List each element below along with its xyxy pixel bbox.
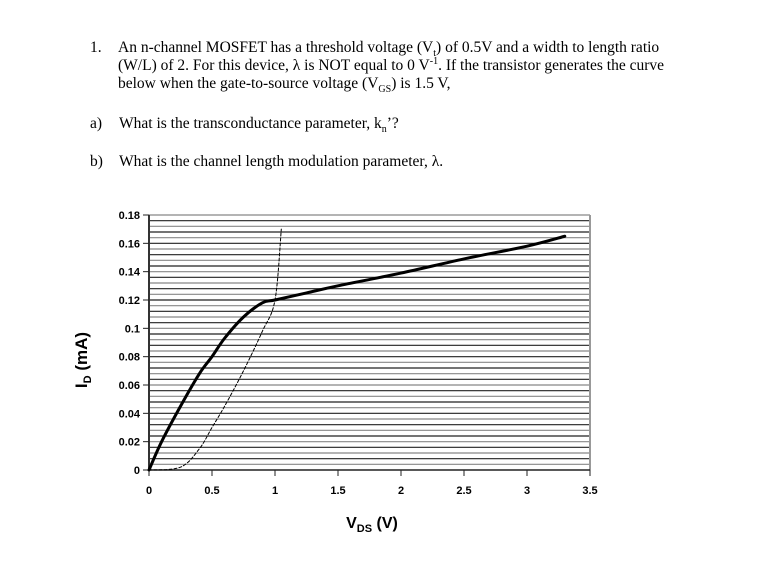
x-tick-label: 3.5	[582, 485, 597, 497]
axes	[143, 214, 591, 476]
x-tick-label: 0.5	[204, 485, 219, 497]
y-axis-label: ID (mA)	[72, 332, 94, 388]
x-tick-label: 2.5	[456, 485, 471, 497]
gridlines	[149, 214, 590, 465]
y-tick-label: 0.02	[119, 437, 140, 449]
question-line-2: (W/L) of 2. For this device, λ is NOT eq…	[118, 55, 665, 74]
x-tick-label: 1.5	[330, 485, 345, 497]
y-tick-label: 0.16	[119, 238, 140, 250]
question-line-1: An n-channel MOSFET has a threshold volt…	[118, 39, 660, 60]
y-tick-label: 0.06	[119, 380, 140, 392]
y-tick-label: 0.12	[119, 295, 140, 307]
x-tick-label: 1	[272, 485, 278, 497]
saturation-boundary-curve	[148, 228, 282, 471]
id-vds-curve	[147, 234, 567, 472]
x-tick-label: 3	[524, 485, 530, 497]
y-tick-label: 0.04	[119, 408, 141, 420]
x-tick-label: 2	[398, 485, 404, 497]
y-tick-label: 0.08	[119, 352, 140, 364]
tick-labels: 0 0.02 0.04 0.06 0.08 0.1 0.12 0.14 0.16 0.18 0 0.5…	[119, 210, 598, 497]
x-axis-label: VDS (V)	[346, 515, 398, 535]
y-tick-label: 0.1	[125, 323, 140, 335]
y-tick-label: 0.18	[119, 210, 140, 222]
question-text: An n-channel MOSFET has a threshold volt…	[118, 39, 718, 96]
question-line-3: below when the gate-to-source voltage (V…	[118, 75, 451, 96]
y-tick-label: 0.14	[119, 267, 141, 279]
y-tick-label: 0	[134, 465, 140, 477]
question-number: 1.	[90, 39, 102, 56]
x-tick-label: 0	[146, 485, 152, 497]
curves	[147, 228, 567, 472]
